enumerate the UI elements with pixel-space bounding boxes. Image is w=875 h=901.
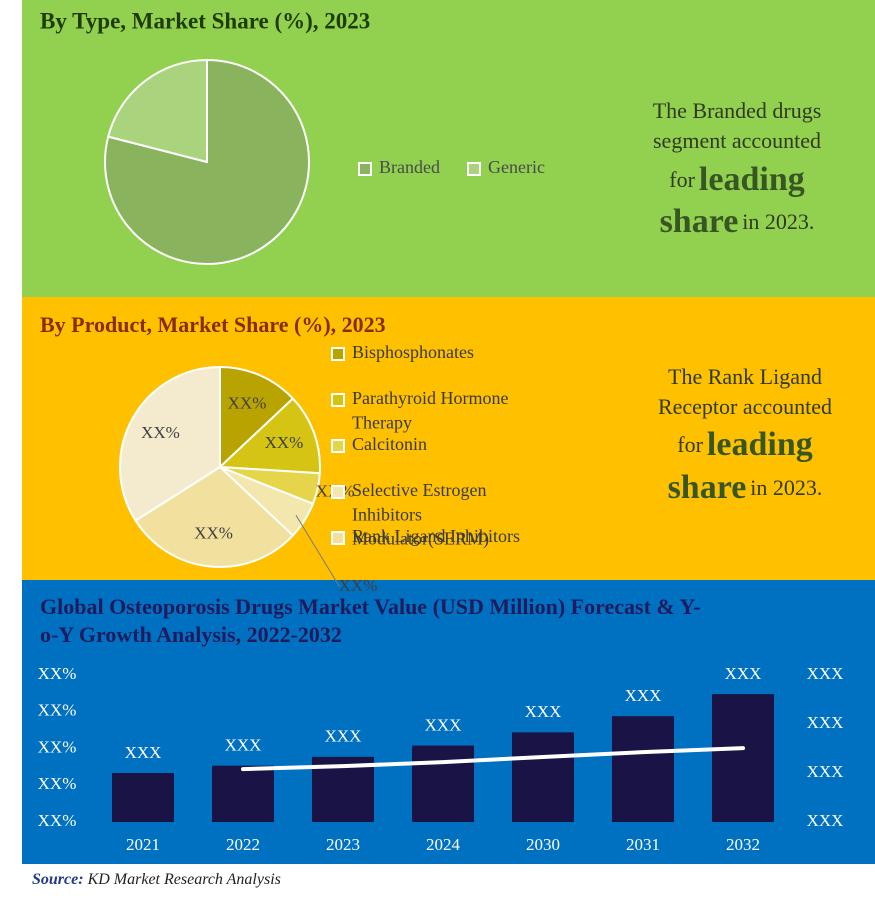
callout-line: share in 2023.: [668, 469, 823, 506]
legend-label: Selective Estrogen Inhibitors Modulator(…: [352, 480, 491, 550]
x-tick-label: 2032: [726, 835, 760, 854]
callout-emphasis: share: [668, 469, 747, 506]
y2-tick-label: XXX: [807, 811, 844, 830]
callout-text: in 2023.: [750, 475, 822, 500]
x-tick-label: 2022: [226, 835, 260, 854]
legend-line: Parathyroid Hormone: [352, 388, 513, 408]
y-tick-label: XX%: [38, 811, 77, 830]
callout-line: Receptor accounted: [658, 394, 832, 419]
legend-line: Inhibitors: [352, 504, 427, 524]
pie-slice: [217, 397, 321, 475]
legend-swatch: [331, 485, 345, 499]
callout-text: in 2023.: [742, 209, 814, 234]
y-tick-label: XX%: [38, 774, 77, 793]
chart-title: By Product, Market Share (%), 2023: [40, 312, 386, 337]
growth-line: [241, 746, 745, 772]
legend-swatch: [466, 162, 481, 176]
bar: [612, 716, 674, 822]
bar: [412, 745, 474, 822]
y2-tick-label: XXX: [807, 713, 844, 732]
y2-tick-label: XXX: [807, 762, 844, 781]
callout-text: for: [677, 432, 703, 457]
legend-label: Calcitonin: [352, 434, 427, 454]
data-label: XXX: [325, 727, 362, 746]
callout-line: The Branded drugs: [653, 98, 822, 123]
y2-tick-label: XXX: [807, 664, 844, 683]
x-tick-label: 2031: [626, 835, 660, 854]
callout-line: share in 2023.: [660, 203, 815, 240]
data-label: XX%: [265, 433, 304, 452]
legend-swatch: [331, 531, 345, 545]
x-tick-label: 2024: [426, 835, 461, 854]
legend-label: Parathyroid Hormone Therapy: [352, 388, 513, 432]
x-tick-label: 2021: [126, 835, 160, 854]
y-tick-label: XX%: [38, 737, 77, 756]
callout-emphasis: share: [660, 203, 739, 240]
legend-line: Modulator(SERM): [352, 529, 489, 550]
source-text: KD Market Research Analysis: [87, 871, 281, 888]
y-tick-label: XX%: [38, 664, 77, 683]
callout-emphasis: leading: [699, 161, 805, 198]
callout-line: segment accounted: [653, 128, 821, 153]
leader-line: [295, 514, 341, 588]
legend-swatch: [358, 162, 372, 176]
pie-slice: [104, 58, 310, 265]
data-label: XX%: [194, 524, 233, 543]
data-label: XX%: [141, 423, 180, 442]
source-label: Source:: [32, 871, 84, 888]
data-label: XX%: [339, 576, 378, 595]
callout-line: for leading: [677, 426, 812, 463]
bar: [712, 694, 774, 822]
pie-slice: [106, 58, 208, 164]
pie-slice: [134, 465, 295, 568]
pie-slice: [119, 365, 221, 522]
data-label: XXX: [725, 664, 762, 683]
legend-label: Generic: [488, 157, 545, 177]
legend-line: Selective Estrogen: [352, 480, 491, 500]
data-label: XXX: [525, 702, 562, 721]
y-tick-label: XX%: [38, 701, 77, 720]
legend-swatch: [331, 347, 345, 361]
callout-emphasis: leading: [707, 426, 813, 463]
legend-label: Bisphosphonates: [352, 342, 474, 362]
legend-label: Rank Ligand Inhibitors: [352, 526, 520, 546]
chart-title: o-Y Growth Analysis, 2022-2032: [40, 622, 342, 647]
legend-line: Therapy: [352, 412, 412, 432]
source: Source: KD Market Research Analysis: [32, 871, 281, 888]
x-tick-label: 2030: [526, 835, 560, 854]
data-label: XX%: [228, 393, 267, 412]
bar: [212, 765, 274, 822]
callout-line: for leading: [669, 161, 804, 198]
bar: [512, 732, 574, 822]
chart-title: Global Osteoporosis Drugs Market Value (…: [40, 594, 701, 619]
bar: [112, 773, 174, 822]
chart-title: By Type, Market Share (%), 2023: [40, 8, 370, 33]
legend-label: Branded: [379, 157, 440, 177]
x-tick-label: 2023: [326, 835, 360, 854]
callout-text: for: [669, 167, 695, 192]
pie-slice: [219, 365, 295, 470]
data-label: XXX: [125, 743, 162, 762]
data-label: XXX: [425, 715, 462, 734]
data-label: XXX: [225, 736, 262, 755]
callout-line: The Rank Ligand: [668, 364, 822, 389]
data-label: XXX: [625, 686, 662, 705]
legend-swatch: [331, 439, 345, 453]
legend-swatch: [331, 393, 345, 407]
